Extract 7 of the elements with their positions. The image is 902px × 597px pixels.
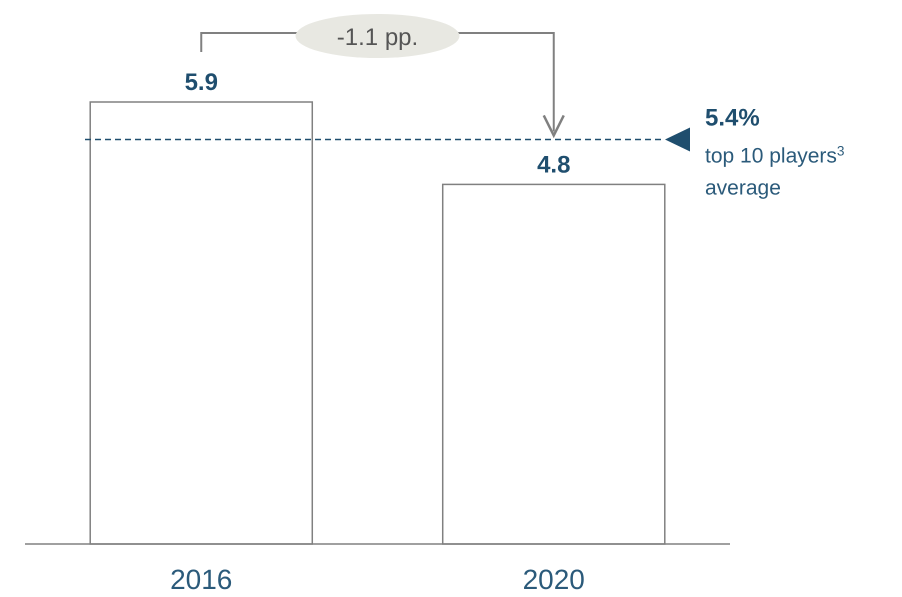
text: -1.1 pp. xyxy=(336,24,418,51)
x-tick-label: 2020 xyxy=(522,564,585,595)
data-label: 5.9 xyxy=(184,69,218,96)
ref-line-label: 5.4% xyxy=(705,104,760,132)
x-tick-label: 2016 xyxy=(170,564,232,595)
text: top 10 players$^{3}$ average xyxy=(705,142,845,200)
data-label: 4.8 xyxy=(537,151,570,178)
